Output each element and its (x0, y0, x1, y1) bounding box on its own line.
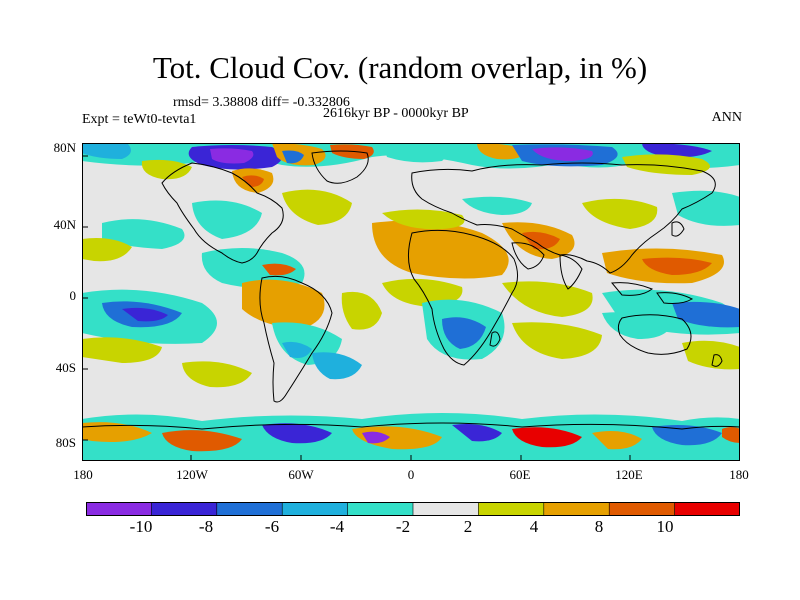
colorbar-label: 4 (529, 517, 539, 536)
cloud-anomaly-map (82, 143, 740, 461)
colorbar-cell (412, 502, 480, 516)
colorbar-label: -4 (329, 517, 345, 536)
colorbar-cell (281, 502, 349, 516)
lon-tick-180w: 180 (73, 467, 93, 482)
colorbar-label: 2 (463, 517, 473, 536)
colorbar-label: 10 (656, 517, 674, 536)
lon-tick-120w: 120W (176, 467, 208, 482)
stats-label: rmsd= 3.38808 diff= -0.332806 (173, 95, 350, 110)
lat-tick-80n: 80N (53, 140, 76, 155)
lat-tick-eq: 0 (69, 288, 77, 303)
colorbar (86, 502, 740, 516)
lon-tick-180e: 180 (729, 467, 749, 482)
colorbar-cell (216, 502, 284, 516)
colorbar-cell (478, 502, 545, 516)
experiment-label: Expt = teWt0-tevta1 (82, 112, 197, 127)
lat-tick-40s: 40S (55, 360, 76, 375)
anomaly-fields (82, 143, 740, 461)
lat-tick-80s: 80S (55, 435, 76, 450)
colorbar-cell (608, 502, 676, 516)
lon-tick-60e: 60E (509, 467, 531, 482)
colorbar-cell (151, 502, 218, 516)
colorbar-label: -2 (395, 517, 411, 536)
map-ticks (82, 155, 631, 461)
colorbar-cell (347, 502, 414, 516)
lat-tick-40n: 40N (53, 217, 76, 232)
colorbar-label: -10 (129, 517, 153, 536)
lon-tick-0: 0 (407, 467, 415, 482)
colorbar-label: -8 (198, 517, 214, 536)
colorbar-cell (86, 502, 153, 516)
colorbar-cell (674, 502, 740, 516)
map-title: Tot. Cloud Cov. (random overlap, in %) (152, 50, 648, 85)
lon-tick-120e: 120E (615, 467, 643, 482)
colorbar-label: 8 (594, 517, 604, 536)
coastlines (82, 150, 740, 430)
colorbar-label: -6 (264, 517, 280, 536)
colorbar-cell (543, 502, 610, 516)
season-label: ANN (711, 110, 742, 125)
period-label: 2616kyr BP - 0000kyr BP (323, 106, 469, 121)
lon-tick-60w: 60W (288, 467, 314, 482)
